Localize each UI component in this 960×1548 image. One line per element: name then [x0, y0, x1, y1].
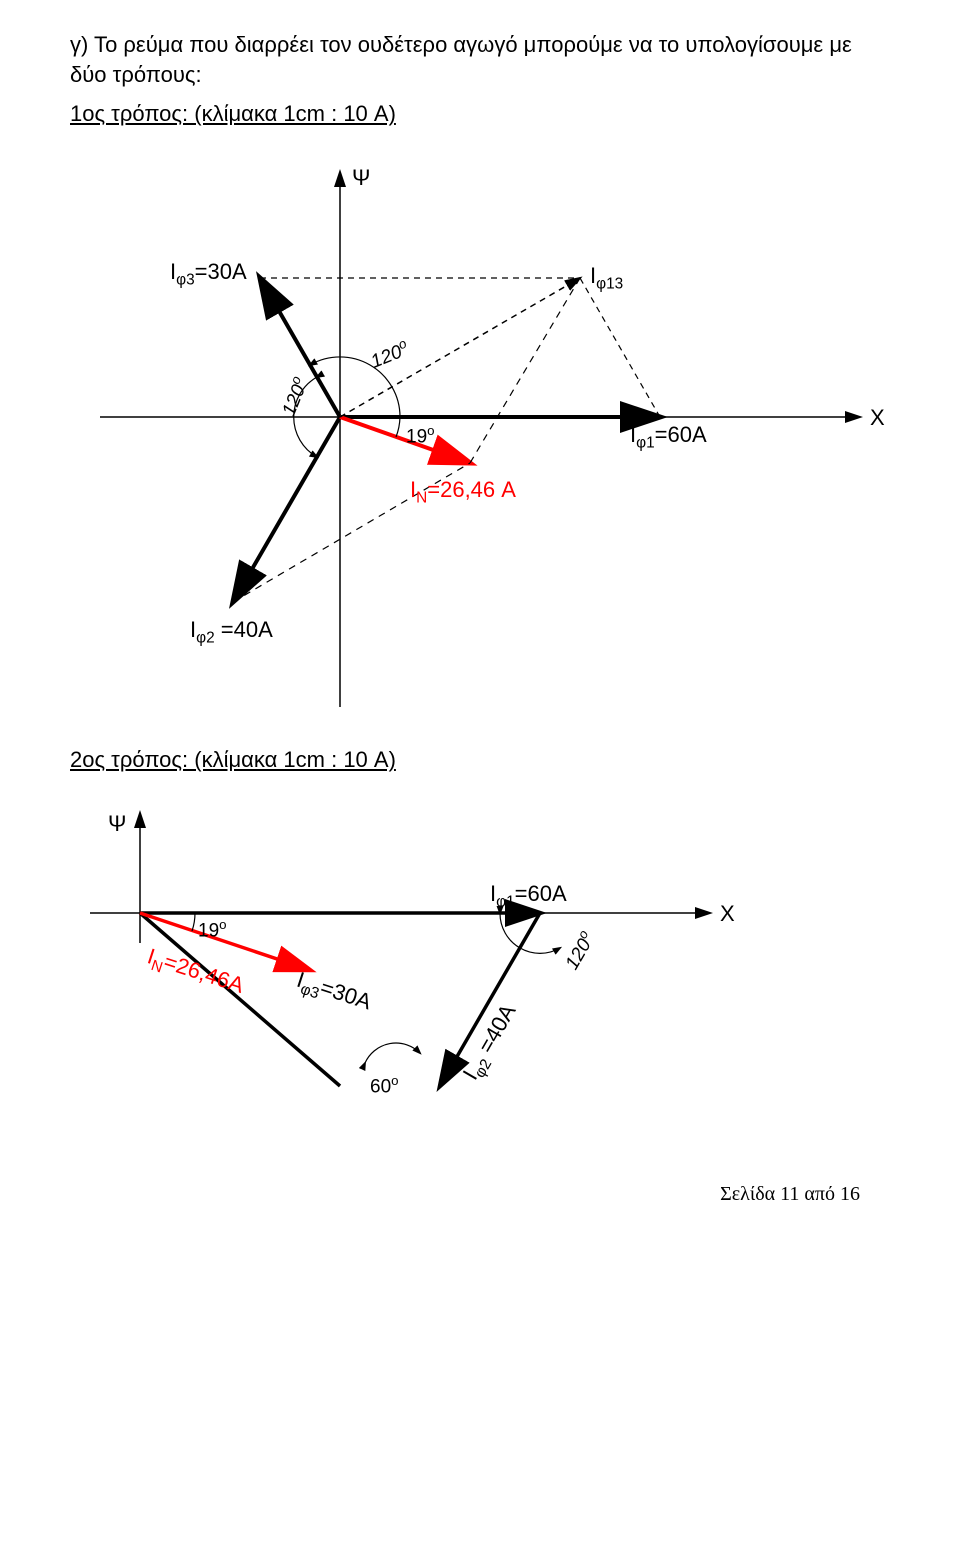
- chi-label-2: Χ: [720, 901, 735, 927]
- page-footer: Σελίδα 11 από 16: [70, 1183, 890, 1206]
- iphi13-label: Ιφ13: [590, 263, 623, 293]
- psi-label-1: Ψ: [352, 165, 370, 191]
- in-label-1: ΙΝ=26,46 A: [410, 477, 516, 507]
- diagram-1: Ψ Χ Ιφ3=30Α Ιφ13 Ιφ1=60Α ΙΝ=26,46 A Ιφ2 …: [70, 147, 890, 707]
- intro-paragraph: γ) Το ρεύμα που διαρρέει τον ουδέτερο αγ…: [70, 30, 890, 89]
- iphi2-label-1: Ιφ2 =40Α: [190, 617, 273, 647]
- method2-heading: 2ος τρόπος: (κλίμακα 1cm : 10 Α): [70, 747, 890, 773]
- angle19-1: 19ο: [406, 423, 435, 448]
- method1-heading: 1ος τρόπος: (κλίμακα 1cm : 10 Α): [70, 101, 890, 127]
- iphi1-label-1: Ιφ1=60Α: [630, 422, 707, 452]
- diagram-2: Ψ Χ Ιφ1=60Α 19ο ΙΝ=26,46Α Ιφ3=30Α Ιφ2 =4…: [70, 793, 890, 1143]
- psi-label-2: Ψ: [108, 811, 126, 837]
- chi-label-1: Χ: [870, 405, 885, 431]
- iphi1-label-2: Ιφ1=60Α: [490, 881, 567, 911]
- iphi3-label-1: Ιφ3=30Α: [170, 259, 247, 289]
- angle60: 60ο: [370, 1073, 399, 1098]
- angle19-2: 19ο: [198, 917, 227, 942]
